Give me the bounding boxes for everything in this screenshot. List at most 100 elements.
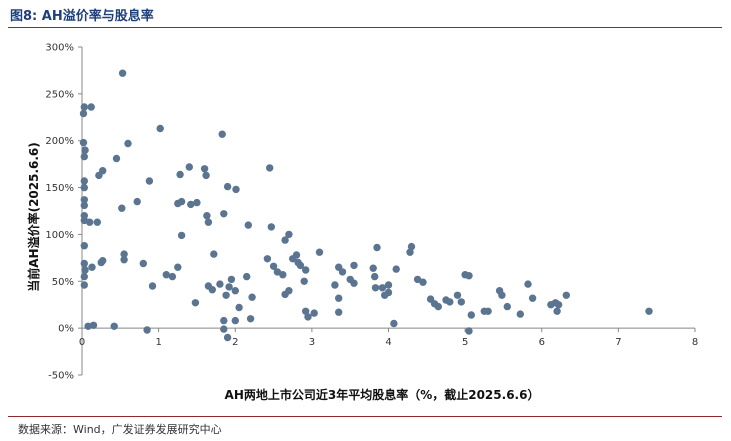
data-point bbox=[80, 242, 89, 250]
data-point bbox=[554, 301, 563, 309]
data-point bbox=[373, 243, 381, 252]
data-point bbox=[453, 291, 462, 299]
data-point bbox=[222, 291, 230, 299]
data-point bbox=[227, 275, 236, 284]
data-point bbox=[516, 310, 524, 318]
x-tick-label: 3 bbox=[309, 337, 315, 348]
data-point bbox=[185, 163, 193, 171]
data-point bbox=[216, 280, 224, 288]
data-point bbox=[200, 165, 209, 173]
data-point bbox=[302, 307, 310, 315]
data-point bbox=[110, 322, 118, 330]
data-point bbox=[120, 250, 128, 258]
data-point bbox=[86, 218, 94, 226]
data-point bbox=[81, 266, 89, 274]
data-point bbox=[80, 201, 89, 210]
data-point bbox=[79, 138, 88, 147]
data-point bbox=[266, 164, 274, 172]
data-point bbox=[562, 291, 570, 299]
x-tick-label: 6 bbox=[539, 337, 545, 348]
data-point bbox=[139, 259, 147, 268]
y-tick-labels: -50% 0% 50% 100% 150% 200% 250% 300% bbox=[45, 43, 74, 382]
data-point bbox=[231, 316, 239, 325]
data-point bbox=[223, 182, 232, 191]
data-point bbox=[315, 248, 324, 256]
data-point bbox=[378, 284, 387, 292]
x-tick-label: 1 bbox=[155, 337, 161, 348]
data-point bbox=[335, 294, 343, 302]
data-point bbox=[484, 307, 492, 315]
data-point bbox=[296, 261, 305, 270]
x-tick-label: 2 bbox=[232, 337, 238, 348]
data-point bbox=[79, 109, 88, 118]
data-point bbox=[498, 291, 506, 299]
data-point bbox=[156, 124, 164, 133]
data-point bbox=[177, 231, 186, 240]
data-point bbox=[80, 281, 89, 289]
x-tick-label: 8 bbox=[692, 337, 698, 348]
data-points bbox=[79, 69, 653, 342]
data-point bbox=[202, 171, 210, 180]
data-point bbox=[204, 218, 213, 226]
data-point bbox=[88, 263, 96, 271]
data-point bbox=[406, 248, 414, 256]
data-point bbox=[467, 311, 475, 319]
data-point bbox=[524, 280, 532, 288]
y-tick-label: 200% bbox=[45, 136, 74, 147]
y-tick-label: 300% bbox=[45, 43, 74, 54]
title-rule bbox=[8, 27, 722, 28]
data-point bbox=[80, 272, 89, 281]
data-point bbox=[246, 315, 255, 323]
data-point bbox=[279, 271, 287, 279]
data-point bbox=[93, 218, 102, 226]
data-point bbox=[223, 333, 232, 342]
data-point bbox=[193, 198, 201, 207]
data-point bbox=[220, 210, 228, 218]
data-point bbox=[465, 327, 473, 335]
data-point bbox=[95, 171, 103, 180]
data-point bbox=[446, 298, 454, 306]
source-note: 数据来源：Wind，广发证券发展研究中心 bbox=[18, 423, 222, 436]
data-point bbox=[269, 262, 278, 270]
x-axis-title: AH两地上市公司近3年平均股息率（%，截止2025.6.6） bbox=[225, 387, 540, 402]
data-point bbox=[80, 177, 89, 185]
data-point bbox=[503, 302, 511, 311]
data-point bbox=[528, 294, 537, 302]
data-point bbox=[392, 265, 400, 273]
x-tick-labels: 0 1 2 3 4 5 6 7 8 bbox=[79, 337, 698, 348]
data-point bbox=[267, 223, 275, 231]
data-point bbox=[176, 170, 184, 179]
data-point bbox=[371, 284, 380, 292]
data-point bbox=[118, 69, 127, 77]
x-tick-label: 7 bbox=[615, 337, 621, 348]
data-point bbox=[112, 154, 121, 163]
data-point bbox=[350, 261, 358, 270]
data-point bbox=[384, 281, 393, 289]
data-point bbox=[120, 256, 128, 264]
data-point bbox=[285, 230, 293, 239]
data-point bbox=[168, 272, 177, 281]
data-point bbox=[231, 287, 239, 295]
data-point bbox=[407, 242, 416, 251]
data-point bbox=[292, 251, 301, 259]
y-tick-label: -50% bbox=[48, 371, 74, 382]
data-point bbox=[191, 299, 200, 307]
figure-title: 图8: AH溢价率与股息率 bbox=[10, 9, 154, 24]
y-tick-label: 50% bbox=[52, 277, 74, 288]
data-point bbox=[285, 287, 293, 295]
x-tick-label: 0 bbox=[79, 337, 85, 348]
source-rule bbox=[8, 416, 722, 417]
data-point bbox=[281, 236, 289, 244]
data-point bbox=[81, 146, 89, 154]
data-point bbox=[87, 103, 95, 111]
data-point bbox=[208, 286, 216, 294]
data-point bbox=[80, 259, 89, 268]
data-point bbox=[310, 309, 318, 317]
data-point bbox=[133, 197, 141, 206]
data-point bbox=[331, 281, 339, 289]
data-point bbox=[220, 325, 228, 333]
data-point bbox=[302, 266, 310, 274]
data-point bbox=[210, 250, 218, 258]
data-point bbox=[174, 263, 182, 271]
data-point bbox=[99, 257, 107, 265]
